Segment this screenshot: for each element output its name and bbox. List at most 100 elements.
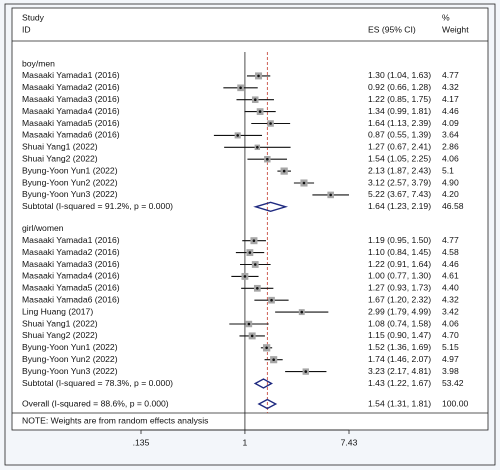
point-estimate — [248, 251, 252, 254]
header-weight: Weight — [442, 24, 469, 34]
row-label: Masaaki Yamada6 (2016) — [22, 130, 120, 140]
weight: 4.06 — [442, 318, 459, 328]
row-label: Ling Huang (2017) — [22, 306, 93, 316]
point-estimate — [258, 110, 262, 113]
point-estimate — [329, 193, 332, 197]
point-estimate — [302, 181, 306, 185]
weight: 4.77 — [442, 235, 459, 245]
weight: 4.17 — [442, 94, 459, 104]
row-label: Masaaki Yamada5 (2016) — [22, 118, 120, 128]
es-ci: 1.64 (1.23, 2.19) — [368, 201, 431, 211]
point-estimate — [247, 322, 251, 326]
point-estimate — [253, 263, 257, 266]
es-ci: 1.27 (0.93, 1.73) — [368, 283, 431, 293]
weight: 46.58 — [442, 201, 464, 211]
point-estimate — [272, 358, 275, 362]
row-label: Byung-Yoon Yun3 (2022) — [22, 366, 118, 376]
es-ci: 1.00 (0.77, 1.30) — [368, 271, 431, 281]
row-label: Masaaki Yamada2 (2016) — [22, 247, 120, 257]
weight: 4.46 — [442, 259, 459, 269]
weight: 4.61 — [442, 271, 459, 281]
point-estimate — [252, 239, 256, 242]
point-estimate — [253, 98, 257, 101]
pooled-diamond — [253, 378, 273, 389]
pooled-diamond — [253, 201, 289, 213]
es-ci: 1.22 (0.85, 1.75) — [368, 94, 431, 104]
weight: 3.64 — [442, 130, 459, 140]
point-estimate — [236, 134, 239, 137]
weight: 4.20 — [442, 189, 459, 199]
row-label: Masaaki Yamada2 (2016) — [22, 82, 120, 92]
group-label: boy/men — [22, 58, 55, 68]
weight: 53.42 — [442, 378, 464, 388]
row-label: Byung-Yoon Yun3 (2022) — [22, 189, 118, 199]
header-id: ID — [22, 24, 31, 34]
point-estimate — [256, 287, 259, 290]
weight: 5.1 — [442, 165, 454, 175]
plot-frame — [11, 7, 489, 431]
weight: 3.98 — [442, 366, 459, 376]
weight: 4.06 — [442, 153, 459, 163]
es-ci: 1.52 (1.36, 1.69) — [368, 342, 431, 352]
point-estimate — [266, 157, 269, 161]
row-label: Shuai Yang1 (2022) — [22, 318, 98, 328]
point-estimate — [282, 169, 286, 173]
point-estimate — [250, 334, 254, 338]
row-label: Overall (I-squared = 88.6%, p = 0.000) — [22, 398, 169, 408]
row-label: Masaaki Yamada5 (2016) — [22, 283, 120, 293]
weight: 4.32 — [442, 82, 459, 92]
point-estimate — [269, 122, 272, 125]
header-pct: % — [442, 12, 450, 22]
weight: 4.70 — [442, 330, 459, 340]
row-label: Masaaki Yamada1 (2016) — [22, 70, 120, 80]
point-estimate — [256, 146, 259, 149]
es-ci: 1.54 (1.05, 2.25) — [368, 153, 431, 163]
weight: 4.97 — [442, 354, 459, 364]
row-label: Masaaki Yamada3 (2016) — [22, 94, 120, 104]
es-ci: 1.30 (1.04, 1.63) — [368, 70, 431, 80]
weight: 4.09 — [442, 118, 459, 128]
weight: 4.77 — [442, 70, 459, 80]
es-ci: 1.43 (1.22, 1.67) — [368, 378, 431, 388]
row-label: Byung-Yoon Yun2 (2022) — [22, 177, 118, 187]
x-tick-label: 7.43 — [341, 437, 358, 447]
point-estimate — [300, 310, 304, 314]
es-ci: 1.19 (0.95, 1.50) — [368, 235, 431, 245]
row-label: Byung-Yoon Yun1 (2022) — [22, 342, 118, 352]
es-ci: 2.13 (1.87, 2.43) — [368, 165, 431, 175]
point-estimate — [239, 86, 242, 90]
es-ci: 2.99 (1.79, 4.99) — [368, 306, 431, 316]
row-label: Shuai Yang2 (2022) — [22, 153, 98, 163]
group-label: girl/women — [22, 223, 64, 233]
es-ci: 3.23 (2.17, 4.81) — [368, 366, 431, 376]
weight: 5.15 — [442, 342, 459, 352]
header-study: Study — [22, 12, 45, 22]
row-label: Byung-Yoon Yun2 (2022) — [22, 354, 118, 364]
row-label: Shuai Yang2 (2022) — [22, 330, 98, 340]
header-es: ES (95% CI) — [368, 24, 416, 34]
es-ci: 1.08 (0.74, 1.58) — [368, 318, 431, 328]
es-ci: 1.10 (0.84, 1.45) — [368, 247, 431, 257]
row-label: Masaaki Yamada6 (2016) — [22, 294, 120, 304]
point-estimate — [270, 298, 273, 302]
weight: 3.42 — [442, 306, 459, 316]
point-estimate — [257, 74, 260, 78]
note: NOTE: Weights are from random effects an… — [22, 415, 208, 425]
x-tick-label: .135 — [133, 437, 150, 447]
es-ci: 1.27 (0.67, 2.41) — [368, 142, 431, 152]
es-ci: 1.74 (1.46, 2.07) — [368, 354, 431, 364]
weight: 100.00 — [442, 398, 469, 408]
weight: 2.86 — [442, 142, 459, 152]
es-ci: 1.34 (0.99, 1.81) — [368, 106, 431, 116]
row-label: Subtotal (I-squared = 91.2%, p = 0.000) — [22, 201, 173, 211]
row-label: Masaaki Yamada1 (2016) — [22, 235, 120, 245]
row-label: Masaaki Yamada4 (2016) — [22, 106, 120, 116]
point-estimate — [243, 275, 247, 278]
es-ci: 0.92 (0.66, 1.28) — [368, 82, 431, 92]
es-ci: 1.67 (1.20, 2.32) — [368, 294, 431, 304]
weight: 4.46 — [442, 106, 459, 116]
es-ci: 0.87 (0.55, 1.39) — [368, 130, 431, 140]
point-estimate — [265, 346, 268, 350]
es-ci: 1.15 (0.90, 1.47) — [368, 330, 431, 340]
